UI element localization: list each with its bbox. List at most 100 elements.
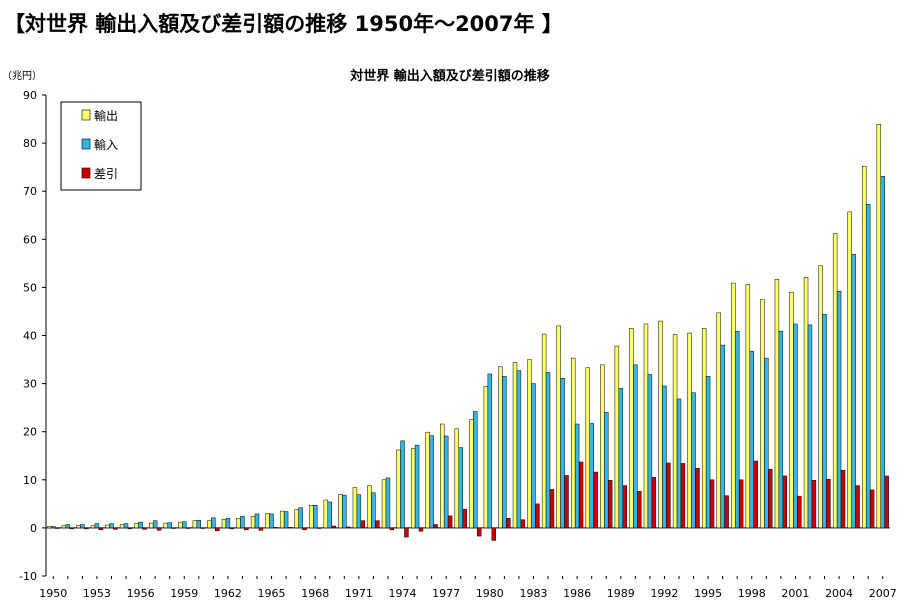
bar-輸出-1981: [498, 366, 503, 529]
bar-差引-1989: [622, 485, 627, 529]
bar-差引-1999: [768, 468, 773, 529]
bars-group: [47, 124, 889, 541]
y-axis-unit-label: （兆円）: [2, 70, 42, 82]
x-tick-label: 1959: [170, 587, 198, 600]
bar-輸入-1964: [254, 513, 260, 529]
bar-輸出-1975: [410, 448, 416, 529]
bar-輸出-1961: [207, 520, 212, 529]
bar-輸出-1998: [745, 284, 751, 529]
bar-差引-1952: [84, 527, 89, 530]
bar-差引-1995: [709, 479, 715, 529]
bar-輸入-2000: [778, 330, 784, 529]
bar-差引-1967: [302, 527, 307, 531]
bar-輸入-1993: [676, 398, 682, 529]
bar-輸入-1950: [51, 526, 56, 529]
bar-差引-1970: [346, 526, 351, 529]
bar-差引-1950: [54, 527, 60, 529]
bar-輸出-1951: [61, 525, 67, 529]
bar-差引-1973: [389, 527, 395, 531]
y-tick-label: 90: [23, 89, 37, 102]
bar-輸出-1950: [47, 526, 52, 529]
bar-輸入-1986: [574, 423, 580, 529]
bar-差引-1959: [185, 527, 191, 529]
bar-輸出-1997: [731, 282, 736, 529]
bar-輸出-1991: [643, 323, 649, 529]
bar-輸入-1959: [182, 521, 187, 529]
x-tick-label: 1998: [738, 587, 766, 600]
bar-輸出-1964: [250, 516, 256, 529]
x-tick-label: 1971: [345, 587, 373, 600]
bar-差引-1965: [273, 527, 278, 529]
legend-swatch-差引: [81, 167, 91, 179]
bar-差引-1979: [476, 527, 482, 537]
bar-差引-2007: [884, 475, 889, 529]
bar-輸出-1958: [163, 522, 168, 529]
bar-輸入-1951: [65, 524, 71, 529]
bar-輸出-2004: [832, 233, 838, 529]
x-tick-label: 2007: [869, 587, 897, 600]
y-tick-label: 10: [23, 474, 37, 487]
y-tick-label: 30: [23, 378, 37, 391]
bar-差引-1960: [200, 527, 205, 529]
bar-輸入-1974: [400, 440, 405, 529]
bar-差引-1972: [375, 520, 380, 529]
bar-輸出-1957: [148, 522, 154, 529]
bar-輸出-1968: [309, 505, 314, 529]
bar-輸入-1995: [705, 376, 711, 529]
bar-差引-1982: [520, 519, 526, 529]
bar-差引-1983: [535, 503, 540, 529]
bar-輸出-1969: [323, 499, 329, 529]
bar-輸入-1987: [589, 423, 594, 529]
bar-差引-1981: [506, 518, 511, 529]
bar-輸入-1991: [647, 374, 653, 529]
bar-輸入-1981: [502, 376, 507, 529]
y-tick-label: 80: [23, 137, 37, 150]
bar-輸入-1975: [414, 444, 420, 529]
x-tick-label: 1989: [607, 587, 635, 600]
legend-label-輸入: 輸入: [94, 137, 118, 152]
legend-swatch-輸出: [81, 109, 91, 121]
bar-輸入-1956: [138, 521, 143, 529]
bar-輸入-2002: [807, 324, 813, 529]
bar-差引-1964: [258, 527, 264, 531]
bar-輸入-1969: [327, 501, 332, 529]
bar-差引-2001: [797, 495, 802, 529]
legend-label-差引: 差引: [94, 167, 118, 181]
x-tick-label: 1986: [563, 587, 591, 600]
bar-輸入-1971: [356, 494, 362, 529]
bar-輸入-1960: [196, 519, 202, 529]
bar-輸入-1972: [371, 492, 376, 529]
bar-差引-1978: [462, 508, 467, 529]
bar-輸出-1980: [483, 386, 489, 529]
bar-差引-1977: [447, 515, 453, 529]
bar-差引-1963: [244, 527, 249, 531]
bar-輸入-1997: [734, 330, 740, 529]
x-tick-label: 1968: [301, 587, 329, 600]
bar-輸出-1983: [527, 359, 532, 529]
y-axis-ticks: -10 0 10 20 30 40 50 60 70 80 90: [19, 89, 46, 583]
legend-swatch-輸入: [81, 138, 91, 150]
bar-輸出-1978: [454, 428, 460, 529]
bar-輸出-1970: [338, 493, 343, 529]
bar-輸入-1976: [429, 435, 434, 529]
bar-差引-2002: [811, 480, 817, 529]
chart-title: 対世界 輸出入額及び差引額の推移: [349, 68, 550, 84]
x-tick-label: 1992: [650, 587, 678, 600]
bar-差引-1966: [287, 527, 293, 529]
bar-輸出-1965: [265, 513, 270, 529]
bar-差引-1954: [113, 527, 118, 530]
bar-差引-1971: [360, 520, 366, 529]
bar-差引-1997: [738, 479, 744, 529]
bar-輸出-2005: [847, 211, 852, 529]
bar-輸入-1994: [691, 392, 696, 529]
bar-差引-1958: [171, 527, 176, 529]
x-tick-label: 1974: [389, 587, 417, 600]
bar-差引-2004: [840, 469, 846, 529]
bar-輸入-2006: [865, 203, 871, 529]
bar-輸入-1989: [618, 388, 624, 529]
bar-輸出-1974: [396, 449, 401, 529]
x-tick-label: 1962: [214, 587, 242, 600]
bar-差引-1962: [229, 527, 235, 530]
x-tick-label: 1956: [127, 587, 155, 600]
